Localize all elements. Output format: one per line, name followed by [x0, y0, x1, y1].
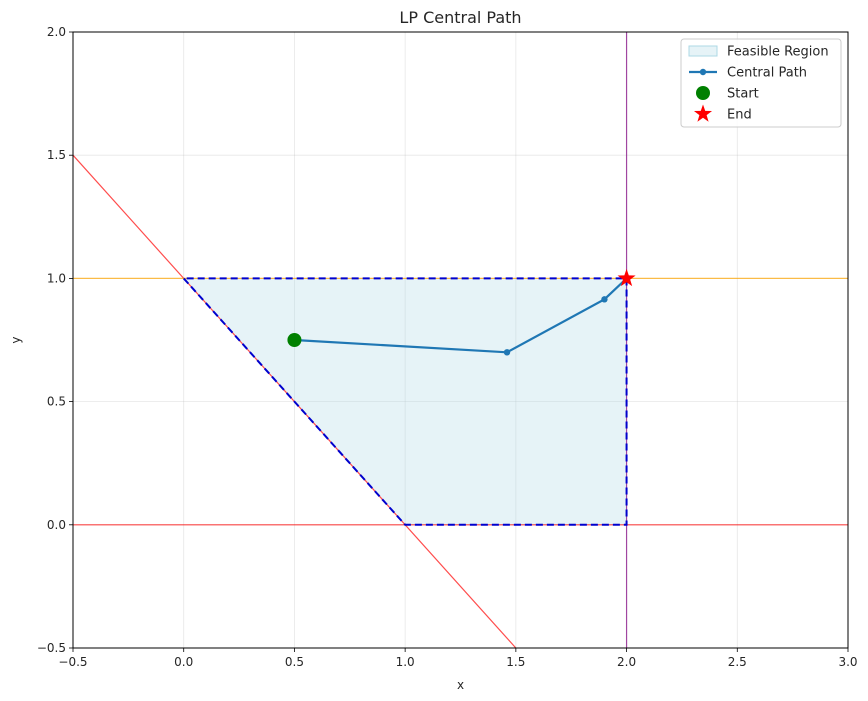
central-path-point: [503, 349, 511, 356]
y-tick-label: 0.5: [47, 395, 66, 409]
x-tick-label: 0.0: [174, 655, 193, 669]
legend-swatch-end: [693, 104, 713, 122]
x-tick-label: −0.5: [58, 655, 87, 669]
plot-frame: [72, 31, 849, 649]
start-marker: [287, 333, 302, 347]
central-path-point: [601, 296, 608, 303]
legend-label: End: [727, 108, 752, 123]
y-tick-label: 2.0: [47, 25, 66, 39]
y-axis-label: y: [9, 336, 23, 343]
y-tick-label: 1.0: [47, 271, 66, 285]
x-tick-label: 1.5: [506, 655, 525, 669]
legend-swatch-central-path-marker: [699, 68, 707, 76]
legend-label: Feasible Region: [727, 45, 829, 60]
constraint-lines-layer: [73, 32, 848, 648]
x-tick-label: 2.5: [728, 655, 747, 669]
y-tick-label: −0.5: [37, 641, 66, 655]
x-tick-label: 0.5: [285, 655, 304, 669]
legend-label: Central Path: [727, 66, 807, 81]
x-tick-label: 1.0: [396, 655, 415, 669]
legend-box: [680, 38, 842, 128]
x-tick-label: 2.0: [617, 655, 636, 669]
y-tick-label: 0.0: [47, 518, 66, 532]
legend-label: Start: [727, 87, 759, 102]
central-path-layer: [287, 268, 636, 356]
legend-swatch-start: [696, 86, 710, 100]
legend: Feasible Region Central Path Start End: [680, 38, 842, 128]
central-path-line: [294, 277, 628, 354]
y-tick-label: 1.5: [47, 148, 66, 162]
end-marker: [617, 268, 636, 287]
feasible-region-boundary: [181, 277, 628, 526]
y-axis: −0.5 0.0 0.5 1.0 1.5 2.0: [37, 25, 73, 655]
x-tick-label: 3.0: [838, 655, 857, 669]
chart-title: LP Central Path: [399, 8, 521, 27]
x-axis-label: x: [457, 678, 464, 692]
legend-swatch-feasible-region: [688, 45, 718, 57]
x-axis: −0.5 0.0 0.5 1.0 1.5 2.0 2.5 3.0: [58, 648, 858, 669]
